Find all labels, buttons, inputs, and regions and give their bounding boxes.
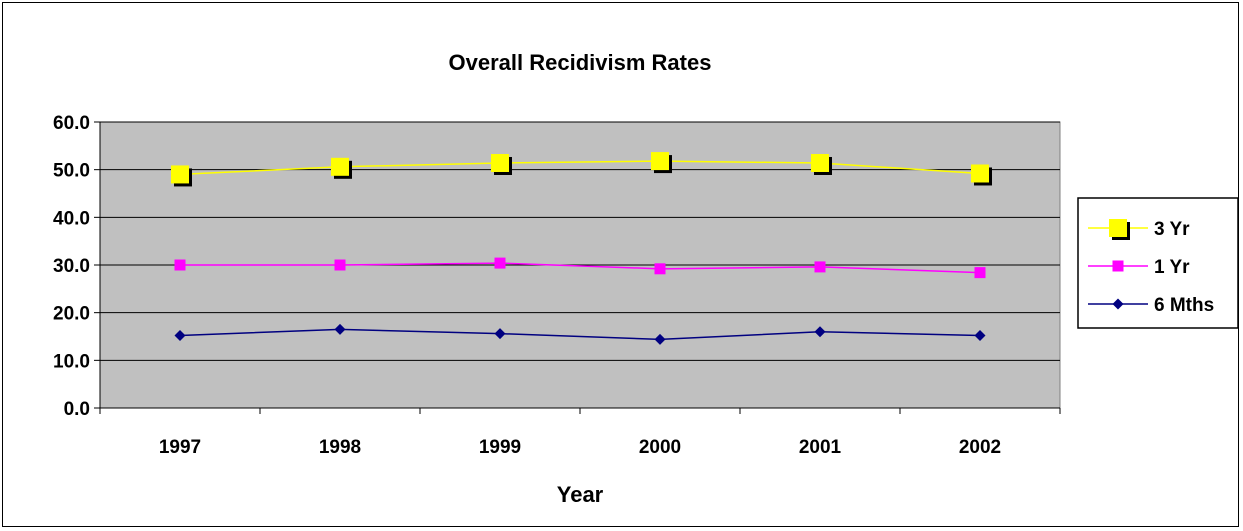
data-point (654, 333, 666, 345)
y-tick-label: 40.0 (53, 208, 90, 229)
y-tick-label: 60.0 (53, 113, 90, 134)
series-6-mths (174, 323, 986, 345)
axes (94, 121, 1061, 414)
y-tick-label: 10.0 (53, 351, 90, 372)
y-tick-label: 20.0 (53, 304, 90, 325)
data-point (494, 328, 506, 340)
y-tick-label: 30.0 (53, 256, 90, 277)
data-point (971, 164, 989, 183)
series-line (180, 262, 981, 274)
x-tick-label: 2002 (959, 437, 1001, 458)
legend-label: 6 Mths (1154, 295, 1214, 316)
data-point (814, 326, 826, 338)
legend: 3 Yr 1 Yr 6 Mths (1077, 197, 1239, 329)
legend-label: 1 Yr (1154, 257, 1190, 278)
y-tick-label: 0.0 (64, 399, 90, 420)
y-axis-tick-labels: 0.0 10.0 20.0 30.0 40.0 50.0 60.0 (53, 113, 90, 420)
legend-box (1077, 197, 1239, 329)
data-point (491, 153, 509, 172)
series-1-yr (174, 257, 986, 279)
data-point (174, 259, 186, 271)
legend-marker (1112, 298, 1124, 310)
data-point (494, 257, 506, 269)
data-point (651, 152, 669, 171)
legend-item: 3 Yr (1088, 219, 1190, 240)
data-point (174, 330, 186, 342)
data-point (334, 323, 346, 335)
legend-item: 1 Yr (1088, 257, 1190, 278)
x-tick-label: 1997 (159, 437, 201, 458)
gridlines (100, 121, 1060, 361)
series-line (179, 160, 981, 176)
legend-item: 6 Mths (1088, 295, 1214, 316)
x-tick-label: 1998 (319, 437, 361, 458)
data-point (974, 330, 986, 342)
x-axis-title: Year (557, 482, 604, 507)
data-point (811, 153, 829, 172)
y-tick-label: 50.0 (53, 161, 90, 182)
x-axis-tick-labels: 1997 1998 1999 2000 2001 2002 (159, 437, 1001, 458)
series-3-yr (171, 152, 992, 187)
legend-marker (1109, 219, 1127, 237)
data-point (334, 259, 346, 271)
chart-title: Overall Recidivism Rates (449, 50, 712, 75)
data-point (171, 165, 189, 184)
data-point (654, 263, 666, 275)
series-line (179, 328, 981, 341)
data-point (974, 267, 986, 279)
x-tick-label: 2000 (639, 437, 681, 458)
data-point (331, 157, 349, 176)
series-layer (171, 152, 992, 345)
legend-label: 3 Yr (1154, 219, 1190, 240)
data-point (814, 261, 826, 273)
x-tick-label: 2001 (799, 437, 842, 458)
x-tick-label: 1999 (479, 437, 521, 458)
legend-marker (1112, 260, 1124, 272)
